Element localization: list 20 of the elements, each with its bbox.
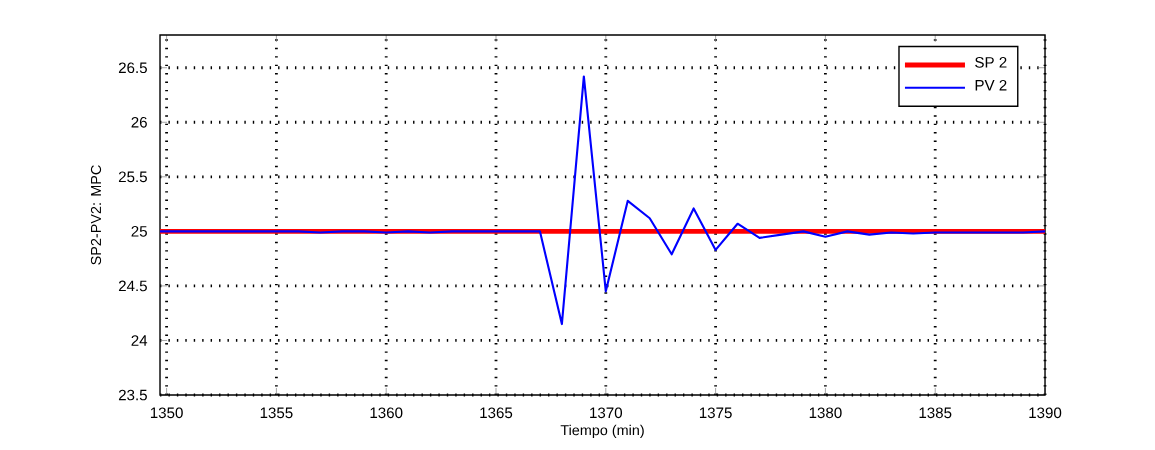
x-tick-label: 1370 xyxy=(590,407,623,419)
y-tick-label: 25 xyxy=(131,226,147,237)
y-tick-label: 23.5 xyxy=(118,389,147,401)
legend-label: SP 2 xyxy=(975,57,1007,68)
x-tick-label: 1385 xyxy=(919,407,952,419)
y-axis-title: SP2-PV2: MPC xyxy=(90,165,102,265)
x-tick-label: 1390 xyxy=(1029,407,1062,419)
x-tick-label: 1355 xyxy=(260,407,293,419)
y-tick-label: 24 xyxy=(131,335,148,346)
x-tick-label: 1380 xyxy=(809,407,842,419)
x-axis-title: Tiempo (min) xyxy=(560,424,644,439)
y-tick-label: 26 xyxy=(131,116,147,128)
y-tick-label: 25.5 xyxy=(118,171,147,183)
y-tick-label: 24.5 xyxy=(118,280,147,292)
x-tick-label: 1360 xyxy=(370,407,403,419)
x-tick-label: 1350 xyxy=(150,407,183,419)
y-tick-label: 26.5 xyxy=(118,62,147,74)
legend-label: PV 2 xyxy=(975,79,1007,91)
x-tick-label: 1375 xyxy=(699,407,732,419)
x-tick-label: 1365 xyxy=(480,407,513,419)
